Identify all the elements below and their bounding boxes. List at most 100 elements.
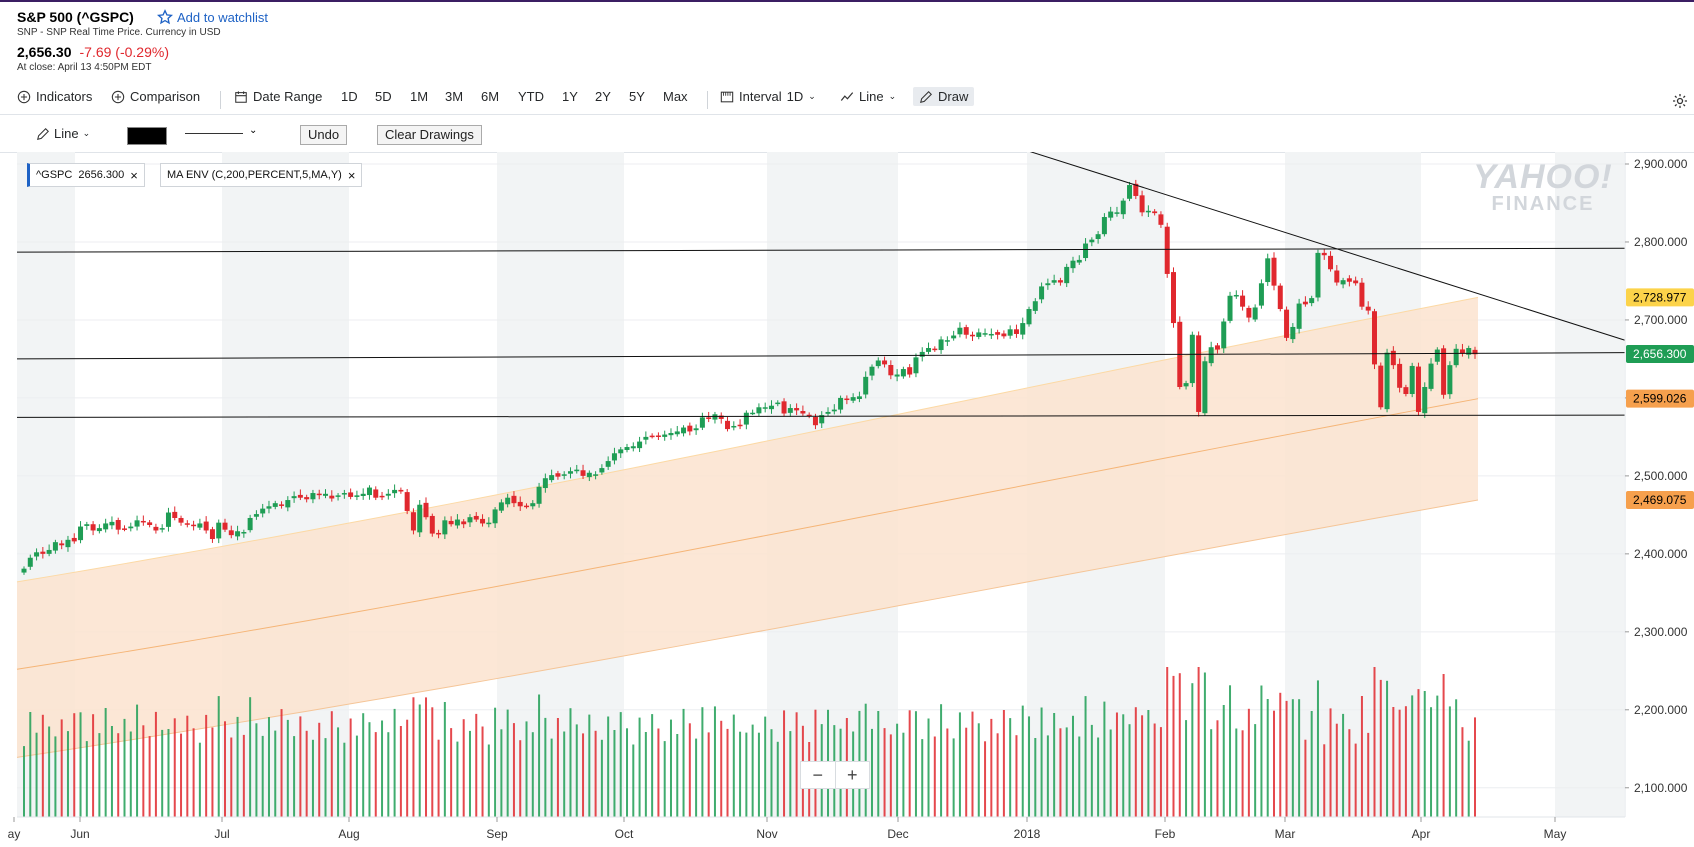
draw-tool-select[interactable]: Line ⌄ — [36, 126, 90, 141]
ma-envelope-lower — [16, 499, 1479, 758]
candle-body — [1139, 195, 1145, 213]
volume-bar — [1009, 718, 1012, 817]
zoom-out-button[interactable]: − — [801, 762, 836, 788]
chart-type-button[interactable]: Line ⌄ — [840, 89, 896, 104]
candle-body — [536, 486, 542, 504]
volume-bar — [701, 707, 704, 817]
indicators-button[interactable]: Indicators — [17, 89, 92, 104]
gear-icon[interactable] — [1672, 93, 1688, 109]
candle-body — [1076, 259, 1082, 263]
price-row: 2,656.30 -7.69 (-0.29%) — [17, 44, 169, 60]
candle-body — [52, 542, 58, 551]
candle-body — [84, 524, 90, 526]
volume-bar — [305, 730, 308, 817]
chevron-down-icon: ⌄ — [808, 91, 816, 101]
range-max[interactable]: Max — [663, 89, 688, 104]
date-range-button[interactable]: Date Range — [234, 89, 322, 104]
candle-body — [1221, 321, 1227, 349]
range-2y[interactable]: 2Y — [595, 89, 611, 104]
volume-bar — [933, 736, 936, 817]
series-legend-tag[interactable]: ^GSPC 2656.300 × — [27, 163, 145, 187]
candle-body — [668, 432, 674, 436]
volume-bar — [1122, 714, 1125, 817]
interval-label: Interval — [739, 89, 782, 104]
candle-body — [247, 517, 253, 531]
candle-body — [1371, 311, 1377, 365]
draw-button[interactable]: Draw — [913, 87, 975, 106]
volume-bar — [626, 728, 629, 817]
range-ytd[interactable]: YTD — [518, 89, 544, 104]
close-icon[interactable]: × — [347, 167, 356, 183]
line-style-select[interactable]: ⌄ — [185, 124, 260, 142]
price-label-box — [1626, 490, 1694, 509]
candle-body — [505, 497, 511, 505]
volume-bar — [783, 710, 786, 817]
candle-body — [1101, 217, 1107, 235]
candle-body — [549, 475, 555, 481]
volume-bar — [739, 731, 742, 817]
candle-body — [1152, 211, 1158, 214]
candle-body — [1296, 303, 1302, 329]
candle-body — [982, 333, 988, 335]
candle-body — [1252, 307, 1258, 320]
price-chart[interactable]: 2,900.0002,800.0002,700.0002,600.0002,50… — [0, 152, 1694, 847]
volume-bar — [1078, 736, 1081, 817]
volume-bar — [644, 732, 647, 817]
line-color-swatch[interactable] — [127, 127, 167, 145]
candle-body — [1441, 348, 1447, 395]
zoom-in-button[interactable]: + — [846, 764, 858, 785]
volume-bar — [1115, 712, 1118, 817]
volume-bar — [695, 738, 698, 817]
volume-bar — [663, 741, 666, 817]
range-5y[interactable]: 5Y — [629, 89, 645, 104]
volume-bar — [1028, 716, 1031, 817]
x-tick-label: Nov — [756, 827, 777, 841]
range-1m[interactable]: 1M — [410, 89, 429, 104]
interval-button[interactable]: Interval 1D ⌄ — [720, 89, 816, 104]
comparison-button[interactable]: Comparison — [111, 89, 200, 104]
undo-button[interactable]: Undo — [300, 125, 348, 145]
volume-bar — [437, 739, 440, 817]
indicator-legend-tag[interactable]: MA ENV (C,200,PERCENT,5,MA,Y) × — [160, 163, 363, 187]
volume-bar — [1266, 699, 1269, 817]
candle-body — [693, 428, 699, 431]
candle-body — [737, 424, 743, 427]
ma-envelope-mid — [16, 398, 1479, 670]
candle-body — [1434, 349, 1440, 362]
volume-bar — [1260, 685, 1263, 817]
volume-bar — [1436, 695, 1439, 817]
candle-body — [1183, 383, 1189, 387]
volume-bar — [1015, 735, 1018, 817]
candle-body — [291, 496, 297, 499]
volume-bar — [418, 704, 421, 817]
candle-body — [392, 489, 398, 494]
volume-bar — [1166, 667, 1169, 817]
range-5d[interactable]: 5D — [375, 89, 392, 104]
close-icon[interactable]: × — [130, 167, 138, 183]
candle-body — [467, 517, 473, 523]
volume-bar — [41, 714, 44, 817]
candle-body — [819, 415, 825, 424]
candle-body — [417, 504, 423, 533]
volume-bar — [324, 738, 327, 817]
chart-area[interactable]: 2,900.0002,800.0002,700.0002,600.0002,50… — [0, 152, 1694, 847]
volume-bar — [425, 697, 428, 817]
candle-body — [1026, 309, 1032, 325]
range-6m[interactable]: 6M — [481, 89, 500, 104]
add-to-watchlist-button[interactable]: Add to watchlist — [157, 9, 268, 25]
clear-drawings-button[interactable]: Clear Drawings — [377, 125, 482, 145]
volume-bar — [1235, 728, 1238, 817]
volume-bar — [136, 704, 139, 817]
range-3m[interactable]: 3M — [445, 89, 464, 104]
range-1y[interactable]: 1Y — [562, 89, 578, 104]
volume-bar — [1002, 710, 1005, 817]
volume-bar — [481, 726, 484, 817]
candle-body — [775, 402, 781, 405]
volume-bar — [676, 734, 679, 817]
volume-bar — [1053, 713, 1056, 817]
candle-body — [712, 414, 718, 420]
volume-bar — [789, 731, 792, 817]
range-1d[interactable]: 1D — [341, 89, 358, 104]
interval-icon — [720, 91, 734, 102]
volume-bar — [406, 719, 409, 817]
